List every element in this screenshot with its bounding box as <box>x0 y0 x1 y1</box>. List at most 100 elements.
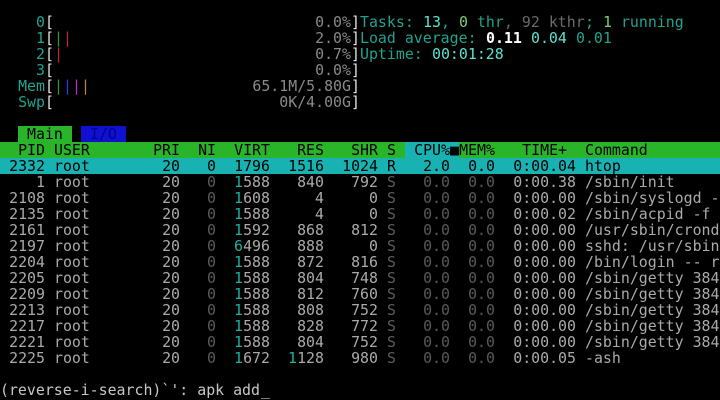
process-state: S <box>387 333 396 351</box>
process-row[interactable]: 2161root20015921592868812S0.00.00:00.00/… <box>0 222 720 238</box>
process-command: /sbin/getty 384 <box>585 333 720 351</box>
process-pri: 20 <box>162 317 180 335</box>
process-row[interactable]: 1root20015881588840792S0.00.00:00.38/sbi… <box>0 174 720 190</box>
process-res: 840 <box>297 173 324 191</box>
process-row[interactable]: 2209root20015881588812760S0.00.00:00.00/… <box>0 286 720 302</box>
tab-main-label[interactable]: Main <box>27 125 63 143</box>
process-pid: 2217 <box>9 317 45 335</box>
process-row[interactable]: 2135root2001588158840S0.00.00:00.02/sbin… <box>0 206 720 222</box>
process-pri: 20 <box>162 301 180 319</box>
process-ni: 0 <box>207 237 216 255</box>
process-virt-units: 588 <box>243 301 270 319</box>
process-state: S <box>387 301 396 319</box>
process-shr: 752 <box>351 301 378 319</box>
process-user: root <box>54 189 90 207</box>
process-row[interactable]: 2204root20015881588872816S0.00.00:00.00/… <box>0 254 720 270</box>
column-header-state[interactable]: S <box>387 141 396 159</box>
process-cpu: 0.0 <box>423 237 450 255</box>
process-ni: 0 <box>207 349 216 367</box>
process-mem: 0.0 <box>468 301 495 319</box>
column-header-ni[interactable]: NI <box>198 141 216 159</box>
meter-bracket: ] <box>351 93 360 111</box>
process-virt-thousands: 1 <box>234 173 243 191</box>
process-pri: 20 <box>162 189 180 207</box>
meter-label: 0 <box>36 13 45 31</box>
process-pid: 2205 <box>9 269 45 287</box>
process-shr: 792 <box>351 173 378 191</box>
process-row[interactable]: 2332 root 20 0 1796 1516 1024 R 2.0 0.0 0:00.04 hto… <box>0 158 720 174</box>
process-ni: 0 <box>207 189 216 207</box>
column-header-time[interactable]: TIME+ <box>522 141 567 159</box>
column-header-user[interactable]: USER <box>54 141 90 159</box>
process-time: 0:00.38 <box>513 173 576 191</box>
process-pid: 2221 <box>9 333 45 351</box>
process-res: 808 <box>297 301 324 319</box>
process-row[interactable]: 2217root20015881588828772S0.00.00:00.00/… <box>0 318 720 334</box>
meter-cpu-2: 2[| 0.7%] <box>0 46 720 62</box>
process-command: /sbin/acpid -f <box>585 205 711 223</box>
process-row[interactable]: 2221root20015881588804752S0.00.00:00.00/… <box>0 334 720 350</box>
process-virt-thousands: 1 <box>234 301 243 319</box>
meter-bracket: [ <box>45 45 54 63</box>
column-header-res[interactable]: RES <box>297 141 324 159</box>
uptime: Uptime: 00:01:28 <box>0 46 720 62</box>
column-header-virt[interactable]: VIRT <box>234 141 270 159</box>
meter-bracket: [ <box>45 93 54 111</box>
reverse-search-prompt: (reverse-i-search)`': apk add _ <box>0 382 720 398</box>
process-row[interactable]: 2225root2001672167211281128980S0.00.00:0… <box>0 350 720 366</box>
process-row[interactable]: 2108root2001608160840S0.00.00:00.00/sbin… <box>0 190 720 206</box>
process-mem: 0.0 <box>468 317 495 335</box>
process-cpu: 0.0 <box>423 349 450 367</box>
meter-bracket: ] <box>351 45 360 63</box>
process-row[interactable]: 2205root20015881588804748S0.00.00:00.00/… <box>0 270 720 286</box>
process-time: 0:00.00 <box>513 269 576 287</box>
process-command: /sbin/getty 384 <box>585 269 720 287</box>
search-input[interactable]: (reverse-i-search)`': apk add <box>0 381 260 399</box>
process-pri: 20 <box>162 205 180 223</box>
process-pri: 20 <box>162 237 180 255</box>
process-pid: 1 <box>36 173 45 191</box>
column-header-cpu[interactable]: CPU% <box>414 141 450 159</box>
summary-load5: 0.04 <box>531 29 567 47</box>
summary-kthr: , 92 kthr <box>504 13 585 31</box>
meter-label: 3 <box>36 61 45 79</box>
column-header-command[interactable]: Command <box>585 141 648 159</box>
process-state: S <box>387 349 396 367</box>
process-pid: 2108 <box>9 189 45 207</box>
meter-bracket: [ <box>45 61 54 79</box>
tab-io[interactable] <box>81 126 126 142</box>
process-ni: 0 <box>207 221 216 239</box>
process-shr: 1024 <box>342 157 378 175</box>
process-user: root <box>54 237 90 255</box>
column-header-pid[interactable]: PID <box>18 141 45 159</box>
process-pid: 2225 <box>9 349 45 367</box>
tab-io-label[interactable]: I/O <box>90 125 117 143</box>
column-header-mem[interactable]: MEM% <box>459 141 495 159</box>
meter-memory: Mem[| | | | 65.1M/5.80G] <box>0 78 720 94</box>
column-header-shr[interactable]: SHR <box>351 141 378 159</box>
process-row[interactable]: 2213root20015881588808752S0.00.00:00.00/… <box>0 302 720 318</box>
meter-bracket: [ <box>45 77 54 95</box>
process-shr: 760 <box>351 285 378 303</box>
process-cpu: 0.0 <box>423 317 450 335</box>
process-time: 0:00.00 <box>513 221 576 239</box>
process-command: /sbin/getty 384 <box>585 285 720 303</box>
process-row[interactable]: 2197root200649664968880S0.00.00:00.00ssh… <box>0 238 720 254</box>
process-user: root <box>54 285 90 303</box>
meter-value: 0.7% <box>315 45 351 63</box>
column-header-sort_marker: ■ <box>450 141 459 159</box>
process-pri: 20 <box>162 349 180 367</box>
meter-value: 0.0% <box>315 13 351 31</box>
tab-main[interactable] <box>18 126 72 142</box>
summary-tasks: 13 <box>423 13 441 31</box>
tasks-summary: Tasks: 13, 0 thr, 92 kthr; 1 running <box>0 14 720 30</box>
process-user: root <box>54 349 90 367</box>
process-state: S <box>387 317 396 335</box>
meter-bracket: [ <box>45 13 54 31</box>
process-mem: 0.0 <box>468 333 495 351</box>
column-header-pri[interactable]: PRI <box>153 141 180 159</box>
process-ni: 0 <box>207 205 216 223</box>
process-res: 4 <box>315 189 324 207</box>
process-virt-thousands: 1 <box>234 189 243 207</box>
